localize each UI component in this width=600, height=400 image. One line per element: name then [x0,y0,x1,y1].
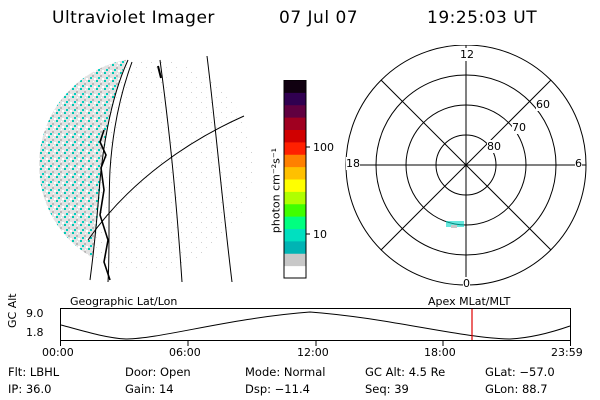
colorbar-cell [284,253,306,267]
coastline-fragment [157,65,162,79]
earth-image-panel [39,55,253,283]
mlt-label-18: 18 [346,157,360,170]
colorbar-cell [284,179,306,192]
mlt-label-6: 6 [575,157,582,170]
colorbar-cell [284,216,306,229]
info-gain: Gain: 14 [125,382,174,396]
info-ip: IP: 36.0 [8,382,52,396]
colorbar-tick-100: 100 [313,141,334,154]
info-seq: Seq: 39 [365,382,409,396]
time-tick-2359: 23:59 [551,346,583,359]
instrument-title: Ultraviolet Imager [52,8,215,28]
colorbar-cell [284,240,306,254]
observation-date: 07 Jul 07 [279,8,359,28]
colorbar-cell [284,166,306,180]
info-gc-alt: GC Alt: 4.5 Re [365,365,446,379]
colorbar-cell [284,191,306,205]
info-glat: GLat: −57.0 [485,365,555,379]
info-mode: Mode: Normal [245,365,326,379]
altitude-min: 1.8 [26,326,44,339]
intensity-colorbar [283,80,310,279]
time-tick-1200: 12:00 [297,346,329,359]
colorbar-cell [284,265,306,279]
colorbar-cell [284,228,306,242]
altitude-max: 9.0 [26,307,44,320]
lat-label-80: 80 [487,140,501,153]
colorbar-cell [284,92,306,106]
lat-label-70: 70 [512,121,526,134]
geographic-grid [87,55,245,283]
altitude-plot [60,308,571,346]
info-glon: GLon: 88.7 [485,382,548,396]
observation-time: 19:25:03 UT [427,8,538,28]
colorbar-cell [284,80,306,93]
colorbar-cell [284,129,306,143]
time-tick-0600: 06:00 [169,346,201,359]
info-filter: Flt: LBHL [8,365,60,379]
info-dsp: Dsp: −11.4 [245,382,310,396]
polar-mlt-plot [345,45,587,286]
mlt-label-0: 0 [463,277,470,290]
colorbar-unit-label: photon cm⁻²s⁻¹ [269,147,283,234]
mlt-label-12: 12 [460,48,474,61]
altitude-curve [60,311,571,340]
colorbar-tick-10: 10 [313,228,327,241]
lat-label-60: 60 [536,98,550,111]
colorbar-cell [284,141,306,155]
colorbar-cell [284,117,306,130]
coastline [99,129,111,281]
time-tick-1800: 18:00 [424,346,456,359]
altitude-axis-label: GC Alt [6,293,19,328]
apex-label: Apex MLat/MLT [428,295,511,308]
geographic-label: Geographic Lat/Lon [70,295,178,308]
info-door: Door: Open [125,365,191,379]
colorbar-cell [284,154,306,168]
colorbar-cell [284,104,306,118]
time-tick-0000: 00:00 [42,346,74,359]
colorbar-cell [284,203,306,217]
